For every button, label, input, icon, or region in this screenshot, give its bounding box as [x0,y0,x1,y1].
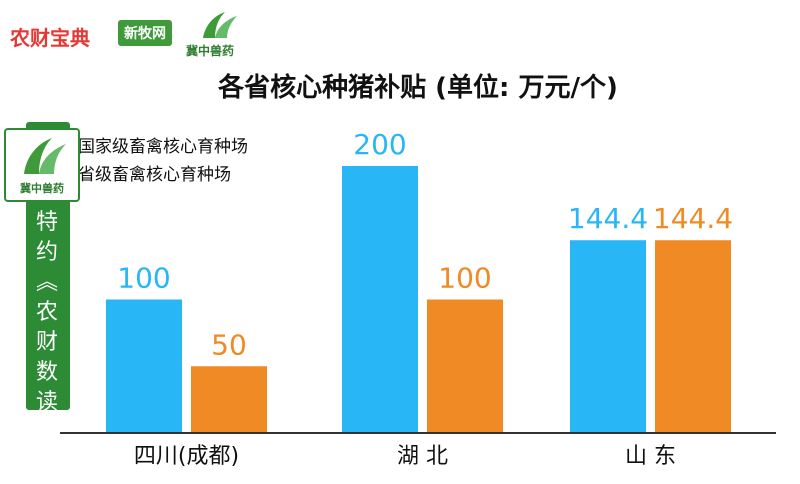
sponsor-char: 数 [35,360,60,385]
legend-label: 省级畜禽核心育种场 [78,165,231,185]
bar-national-0 [106,299,182,433]
brand-logo-nongcai: 农财宝典 [10,26,90,50]
sponsor-logo: 冀中兽药 [4,128,80,202]
value-label: 100 [117,262,170,295]
x-tick-label: 湖 北 [397,444,448,469]
logo-bar: 农财宝典 新牧网 冀中兽药 [10,8,270,58]
sponsor-logo-text: 冀中兽药 [20,182,64,195]
x-tick-label: 山 东 [625,444,676,469]
x-tick-labels: 四川(成都) 湖 北 山 东 [134,444,676,469]
sponsor-char: 读 [35,390,60,415]
value-label: 100 [438,262,491,295]
leaf-logo-icon [24,138,66,174]
bars-group [106,166,731,433]
bar-provincial-0 [191,366,267,433]
sponsor-char: 约 [35,240,60,265]
bar-national-1 [342,166,418,433]
chart-title: 各省核心种猪补贴 (单位: 万元/个) [217,72,618,103]
brand-logo-jizhong: 冀中兽药 [186,44,235,58]
sponsor-char: 特 [35,210,60,235]
sponsor-text: 特 约 ︽ 农 财 数 读 ︾ [26,208,70,445]
bar-national-2 [570,240,646,433]
sponsor-char: ︽ [35,270,60,295]
bar-provincial-1 [427,299,503,433]
x-tick-label: 四川(成都) [134,444,239,469]
value-labels-group: 100 200 144.4 50 100 144.4 [117,128,733,361]
value-label: 200 [353,128,406,161]
sponsor-char: ︾ [35,420,60,445]
bar-provincial-2 [655,240,731,433]
sponsor-char: 财 [35,330,60,355]
sponsor-char: 农 [35,300,60,325]
legend-label: 国家级畜禽核心育种场 [78,137,248,157]
brand-logo-xinmu: 新牧网 [118,20,172,46]
value-label: 50 [211,328,247,361]
leaf-logo-icon [203,12,237,38]
value-label: 144.4 [653,202,733,235]
value-label: 144.4 [568,202,648,235]
